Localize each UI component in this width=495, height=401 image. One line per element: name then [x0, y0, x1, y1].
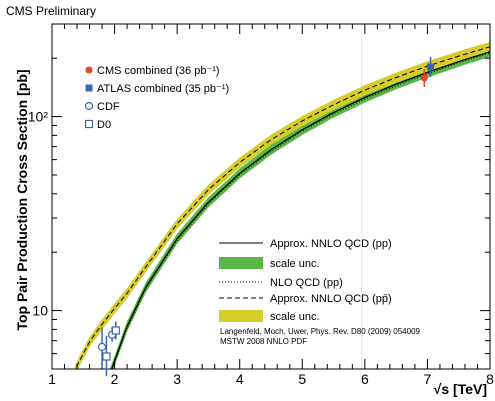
reference-annotation: Langenfeld, Moch, Uwer, Phys. Rev. D80 (…: [220, 327, 421, 336]
cms-preliminary-label: CMS Preliminary: [6, 4, 97, 18]
legend-marker: [84, 119, 94, 129]
legend-marker: [84, 101, 94, 111]
reference-annotation: MSTW 2008 NNLO PDF: [220, 337, 307, 346]
legend-band-swatch: [219, 257, 263, 269]
legend-entry-label: Approx. NNLO QCD (pp): [270, 238, 392, 250]
legend-entry-label: NLO QCD (pp): [270, 277, 343, 289]
data-point-0: [420, 74, 428, 82]
x-tick-label: 4: [236, 371, 244, 387]
series-line-1: [111, 52, 490, 369]
curves-group: [73, 24, 490, 369]
data-point-3: [111, 326, 120, 335]
x-axis-title: √s [TeV]: [433, 381, 487, 397]
data-point-2: [97, 342, 107, 351]
y-tick-label: 10²: [28, 109, 49, 125]
x-tick-label: 7: [424, 371, 432, 387]
legend-entry-label: CDF: [97, 101, 120, 113]
x-tick-label: 1: [48, 371, 56, 387]
legend-entry-label: D0: [97, 119, 111, 131]
legend-marker: [85, 66, 93, 74]
legend-entry-label: Approx. NNLO QCD (pp̄): [270, 293, 392, 305]
x-tick-label: 8: [486, 371, 494, 387]
legend-band-swatch: [219, 310, 263, 322]
legend-entry-label: CMS combined (36 pb⁻¹): [97, 65, 220, 77]
series-line-0: [110, 51, 490, 369]
x-tick-label: 6: [361, 371, 369, 387]
legend-marker: [85, 84, 93, 92]
x-tick-label: 5: [298, 371, 306, 387]
legend-entry-label: ATLAS combined (35 pb⁻¹): [97, 83, 229, 95]
legend-entry-label: scale unc.: [270, 311, 320, 323]
y-axis-title: Top Pair Production Cross Section [pb]: [14, 69, 30, 331]
data-point-1: [427, 63, 435, 71]
y-tick-label: 10: [32, 303, 48, 319]
legend-entry-label: scale unc.: [270, 258, 320, 270]
series-line-2: [75, 46, 490, 369]
x-tick-label: 3: [173, 371, 181, 387]
data-point-3: [102, 352, 111, 361]
x-tick-label: 2: [111, 371, 119, 387]
plot-frame: [51, 23, 491, 370]
